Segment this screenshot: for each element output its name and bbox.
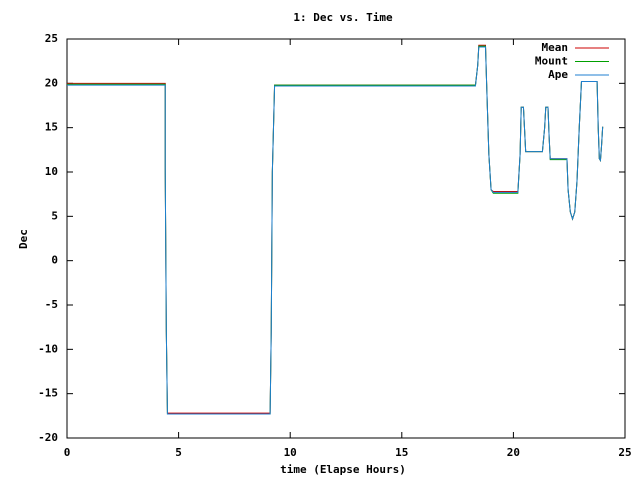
plot-frame	[66, 38, 626, 439]
y-tick-label: -5	[45, 298, 58, 311]
x-tick-label: 25	[618, 446, 631, 459]
x-tick-label: 10	[284, 446, 297, 459]
y-axis-label: Dec	[17, 229, 30, 249]
series-line	[67, 46, 604, 415]
y-tick-label: 0	[51, 254, 58, 267]
legend-label: Mean	[542, 41, 569, 54]
x-axis-label: time (Elapse Hours)	[280, 463, 406, 476]
chart-title: 1: Dec vs. Time	[293, 11, 393, 24]
y-tick-label: -10	[38, 342, 58, 355]
legend-label: Ape	[548, 68, 568, 81]
y-tick-label: -20	[38, 431, 58, 444]
y-tick-label: -15	[38, 387, 58, 400]
y-tick-label: 25	[45, 32, 58, 45]
x-tick-label: 20	[507, 446, 520, 459]
x-tick-label: 5	[175, 446, 182, 459]
x-tick-label: 15	[395, 446, 408, 459]
y-tick-label: 20	[45, 76, 58, 89]
y-tick-label: 10	[45, 165, 58, 178]
y-tick-label: 15	[45, 121, 58, 134]
y-tick-label: 5	[51, 209, 58, 222]
x-tick-label: 0	[64, 446, 71, 459]
legend-label: Mount	[535, 55, 568, 68]
